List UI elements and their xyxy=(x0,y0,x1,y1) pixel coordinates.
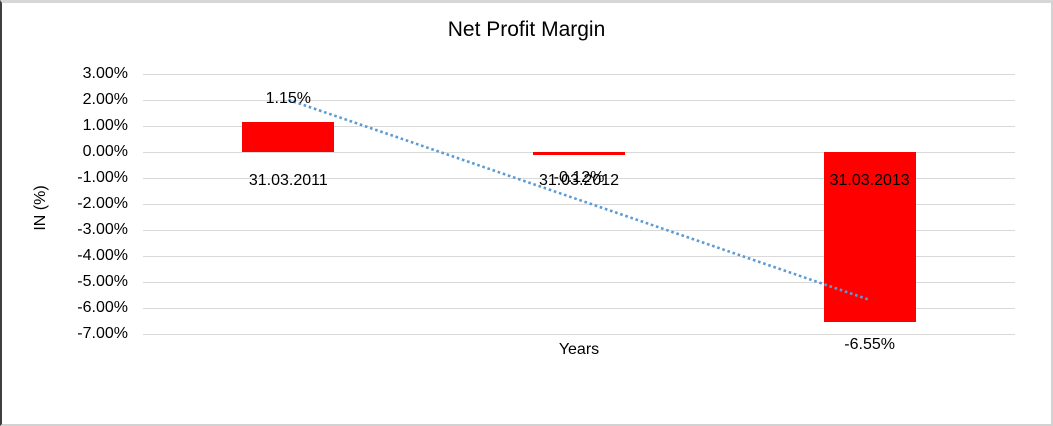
data-label: 1.15% xyxy=(265,90,312,108)
gridline xyxy=(143,333,1015,335)
gridline xyxy=(143,177,1015,179)
y-axis-tick-label: -4.00% xyxy=(77,247,128,264)
y-axis-tick-label: -7.00% xyxy=(77,325,128,342)
gridline xyxy=(143,203,1015,205)
data-label: -0.12% xyxy=(553,169,605,187)
gridline xyxy=(143,73,1015,75)
y-axis-tick-label: 3.00% xyxy=(82,65,128,82)
bar-31.03.2012 xyxy=(533,152,625,156)
y-axis-tick-label: 1.00% xyxy=(82,117,128,134)
data-label: -6.55% xyxy=(844,336,895,354)
y-axis-tick-label: 2.00% xyxy=(82,91,128,108)
y-axis-tick-label: -3.00% xyxy=(77,221,128,238)
bar-31.03.2011 xyxy=(242,122,335,152)
gridline xyxy=(143,99,1015,101)
category-label: 31.03.2012 xyxy=(538,172,620,189)
x-axis-title: Years xyxy=(558,341,600,358)
gridline xyxy=(143,281,1015,283)
y-axis-tick-label: -2.00% xyxy=(77,195,128,212)
gridline xyxy=(143,125,1015,127)
gridline xyxy=(143,255,1015,257)
category-label: 31.03.2013 xyxy=(829,172,910,189)
y-axis-tick-label: -1.00% xyxy=(77,169,128,186)
bar-31.03.2013 xyxy=(823,152,916,323)
chart-title: Net Profit Margin xyxy=(447,18,606,41)
gridline xyxy=(143,307,1015,309)
y-axis-tick-label: -6.00% xyxy=(77,299,128,316)
y-axis-tick-label: 0.00% xyxy=(82,143,128,160)
gridline xyxy=(143,229,1015,231)
category-label: 31.03.2011 xyxy=(248,172,328,189)
y-axis-tick-label: -5.00% xyxy=(77,273,128,290)
